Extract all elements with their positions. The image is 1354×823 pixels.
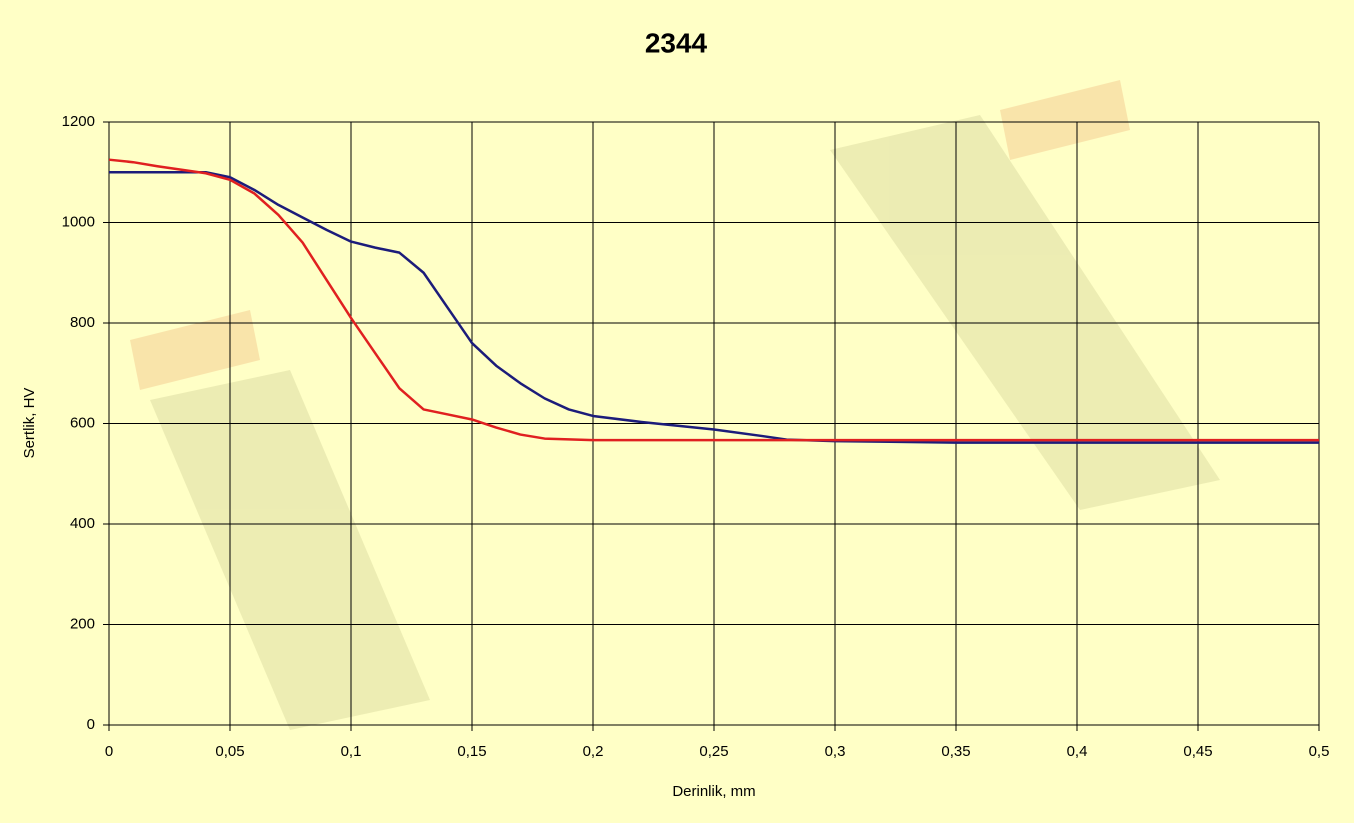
x-tick-label: 0,3 [825, 743, 846, 760]
x-tick-label: 0,45 [1183, 743, 1212, 760]
x-tick-label: 0,2 [583, 743, 604, 760]
x-tick-label: 0,4 [1067, 743, 1088, 760]
x-tick-label: 0,15 [457, 743, 486, 760]
x-tick-label: 0,35 [941, 743, 970, 760]
y-tick-label: 600 [70, 414, 95, 431]
y-tick-label: 400 [70, 515, 95, 532]
y-tick-label: 0 [87, 716, 95, 733]
x-axis-label: Derinlik, mm [672, 783, 755, 800]
y-tick-label: 800 [70, 314, 95, 331]
y-tick-label: 1000 [62, 213, 95, 230]
x-tick-label: 0,25 [699, 743, 728, 760]
x-tick-label: 0 [105, 743, 113, 760]
data-line [108, 158, 1319, 442]
watermark [130, 80, 1220, 730]
x-tick-label: 0,5 [1309, 743, 1330, 760]
y-tick-label: 1200 [62, 113, 95, 130]
y-tick-label: 200 [70, 615, 95, 632]
x-tick-label: 0,05 [215, 743, 244, 760]
x-tick-label: 0,1 [341, 743, 362, 760]
chart-title: 2344 [645, 27, 708, 58]
y-axis-label: Sertlik, HV [21, 388, 38, 459]
